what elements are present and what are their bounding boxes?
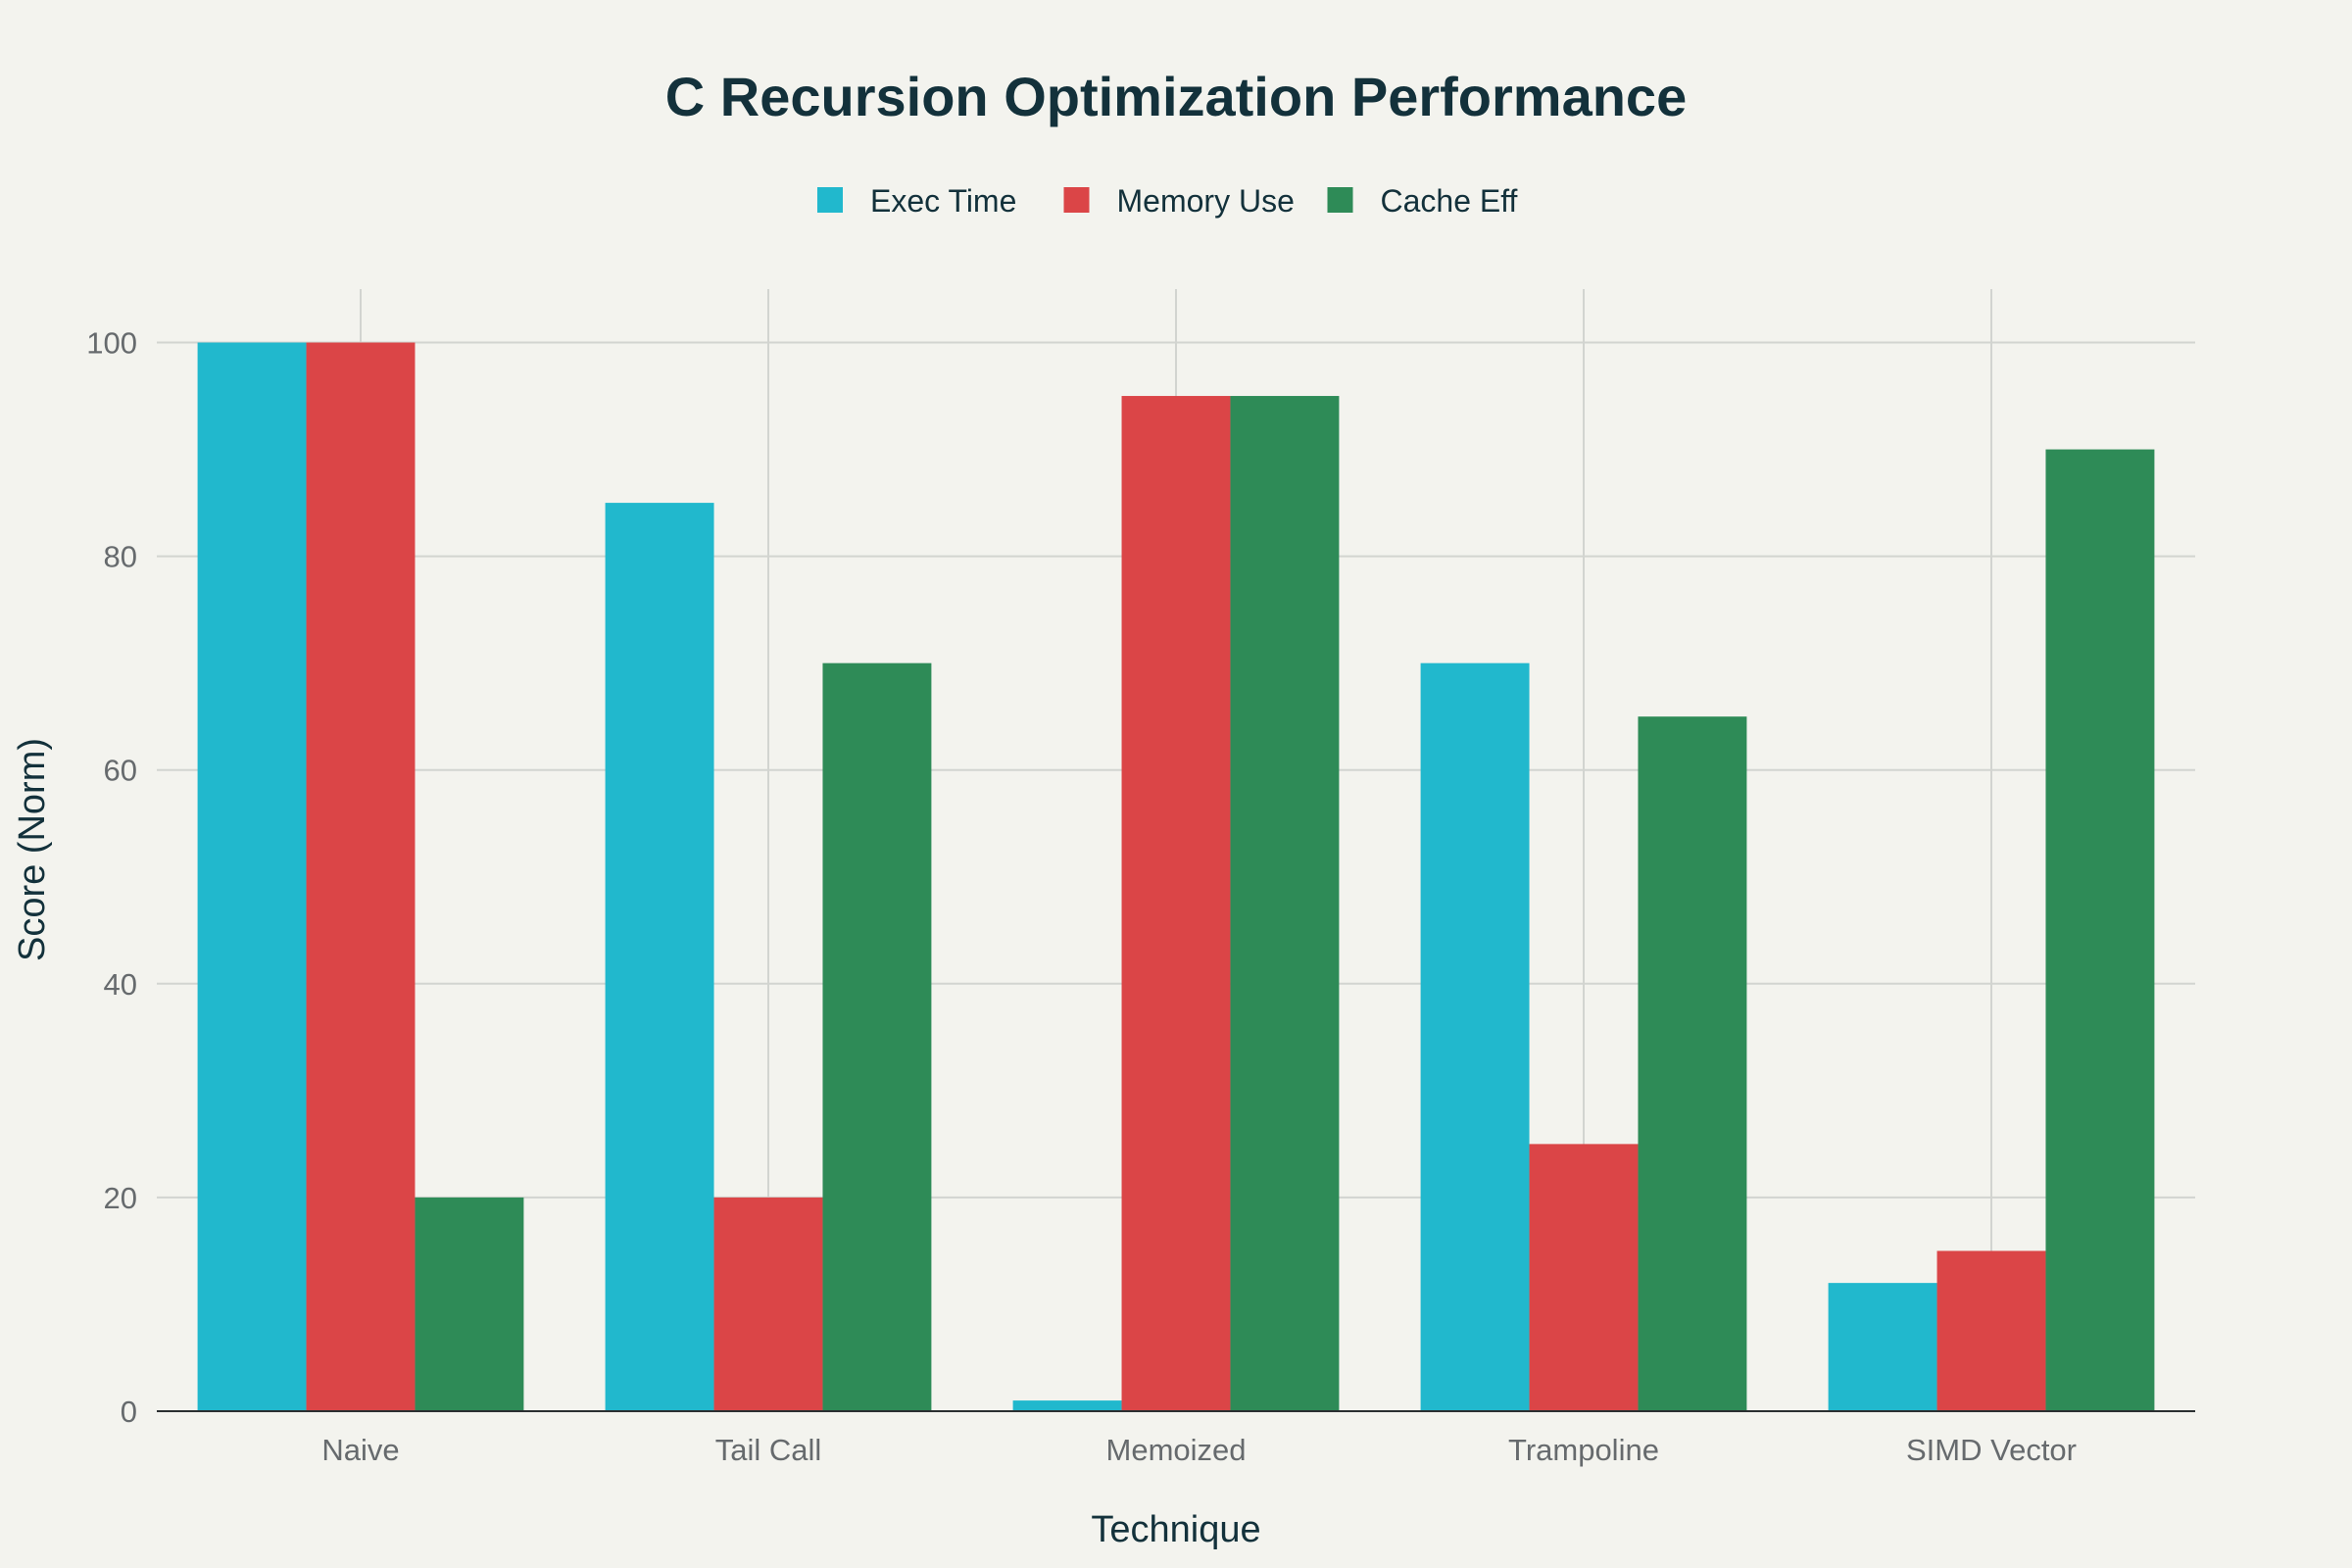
bar-exec-time-naive bbox=[197, 342, 307, 1411]
bar-exec-time-tail-call bbox=[605, 503, 714, 1411]
legend-label: Memory Use bbox=[1117, 183, 1295, 219]
legend-swatch bbox=[817, 187, 843, 213]
x-tick-label: Trampoline bbox=[1508, 1433, 1659, 1467]
legend-swatch bbox=[1063, 187, 1090, 213]
x-tick-label: Tail Call bbox=[715, 1433, 822, 1467]
bar-marks bbox=[197, 342, 2155, 1412]
bar-memory-use-tail-call bbox=[713, 1197, 823, 1411]
y-tick-label: 80 bbox=[104, 540, 137, 574]
legend-label: Exec Time bbox=[870, 183, 1016, 219]
bar-memory-use-simd-vector bbox=[1936, 1250, 2046, 1411]
chart-title: C Recursion Optimization Performance bbox=[665, 66, 1687, 127]
bar-memory-use-trampoline bbox=[1529, 1144, 1639, 1411]
bar-cache-eff-simd-vector bbox=[2045, 449, 2155, 1412]
legend-label: Cache Eff bbox=[1381, 183, 1518, 219]
bar-exec-time-trampoline bbox=[1420, 662, 1530, 1411]
bar-cache-eff-naive bbox=[415, 1197, 524, 1411]
x-tick-label: Memoized bbox=[1106, 1433, 1247, 1467]
x-axis-title: Technique bbox=[1091, 1509, 1260, 1550]
y-axis-title: Score (Norm) bbox=[12, 738, 53, 961]
bar-cache-eff-tail-call bbox=[822, 662, 932, 1411]
legend: Exec Time Memory Use Cache Eff bbox=[817, 183, 1518, 219]
y-tick-label: 100 bbox=[86, 326, 137, 361]
bar-exec-time-memoized bbox=[1012, 1400, 1122, 1411]
x-tick-label: SIMD Vector bbox=[1906, 1433, 2077, 1467]
bar-memory-use-naive bbox=[306, 342, 416, 1411]
legend-swatch bbox=[1327, 187, 1353, 213]
bar-cache-eff-trampoline bbox=[1638, 716, 1747, 1411]
y-tick-label: 0 bbox=[121, 1395, 137, 1429]
x-tick-label: Naive bbox=[321, 1433, 399, 1467]
axes: 0 20 40 60 80 100 Naive Tail Call Memoized Trampo… bbox=[86, 326, 2195, 1467]
bar-memory-use-memoized bbox=[1121, 396, 1231, 1411]
y-tick-label: 40 bbox=[104, 967, 137, 1002]
y-tick-label: 60 bbox=[104, 754, 137, 788]
bar-exec-time-simd-vector bbox=[1828, 1283, 1937, 1411]
y-tick-label: 20 bbox=[104, 1181, 137, 1215]
bar-cache-eff-memoized bbox=[1230, 396, 1340, 1411]
